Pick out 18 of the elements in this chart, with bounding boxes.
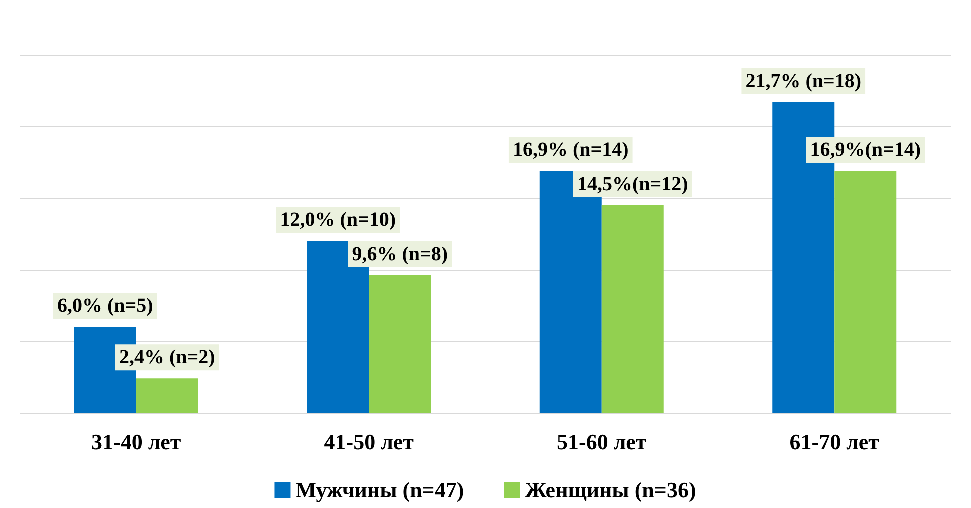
x-tick-label: 51-60 лет [557, 430, 647, 454]
x-tick-label: 61-70 лет [790, 430, 880, 454]
x-tick-label: 41-50 лет [324, 430, 414, 454]
legend-label: Женщины (n=36) [525, 478, 696, 502]
data-label: 6,0% (n=5) [57, 295, 154, 318]
bar [602, 205, 664, 413]
bar [369, 276, 432, 413]
data-label: 21,7% (n=18) [746, 70, 862, 92]
bar [136, 378, 198, 413]
legend-label: Мужчины (n=47) [296, 478, 464, 502]
data-label: 16,9% (n=14) [512, 138, 629, 161]
data-label: 2,4% (n=2) [119, 346, 216, 369]
x-tick-label: 31-40 лет [92, 430, 182, 454]
bar [834, 170, 897, 413]
data-label: 12,0% (n=10) [280, 209, 396, 232]
data-label: 9,6% (n=8) [352, 244, 448, 266]
data-label: 14,5%(n=12) [577, 173, 688, 196]
data-label: 16,9%(n=14) [810, 138, 922, 161]
